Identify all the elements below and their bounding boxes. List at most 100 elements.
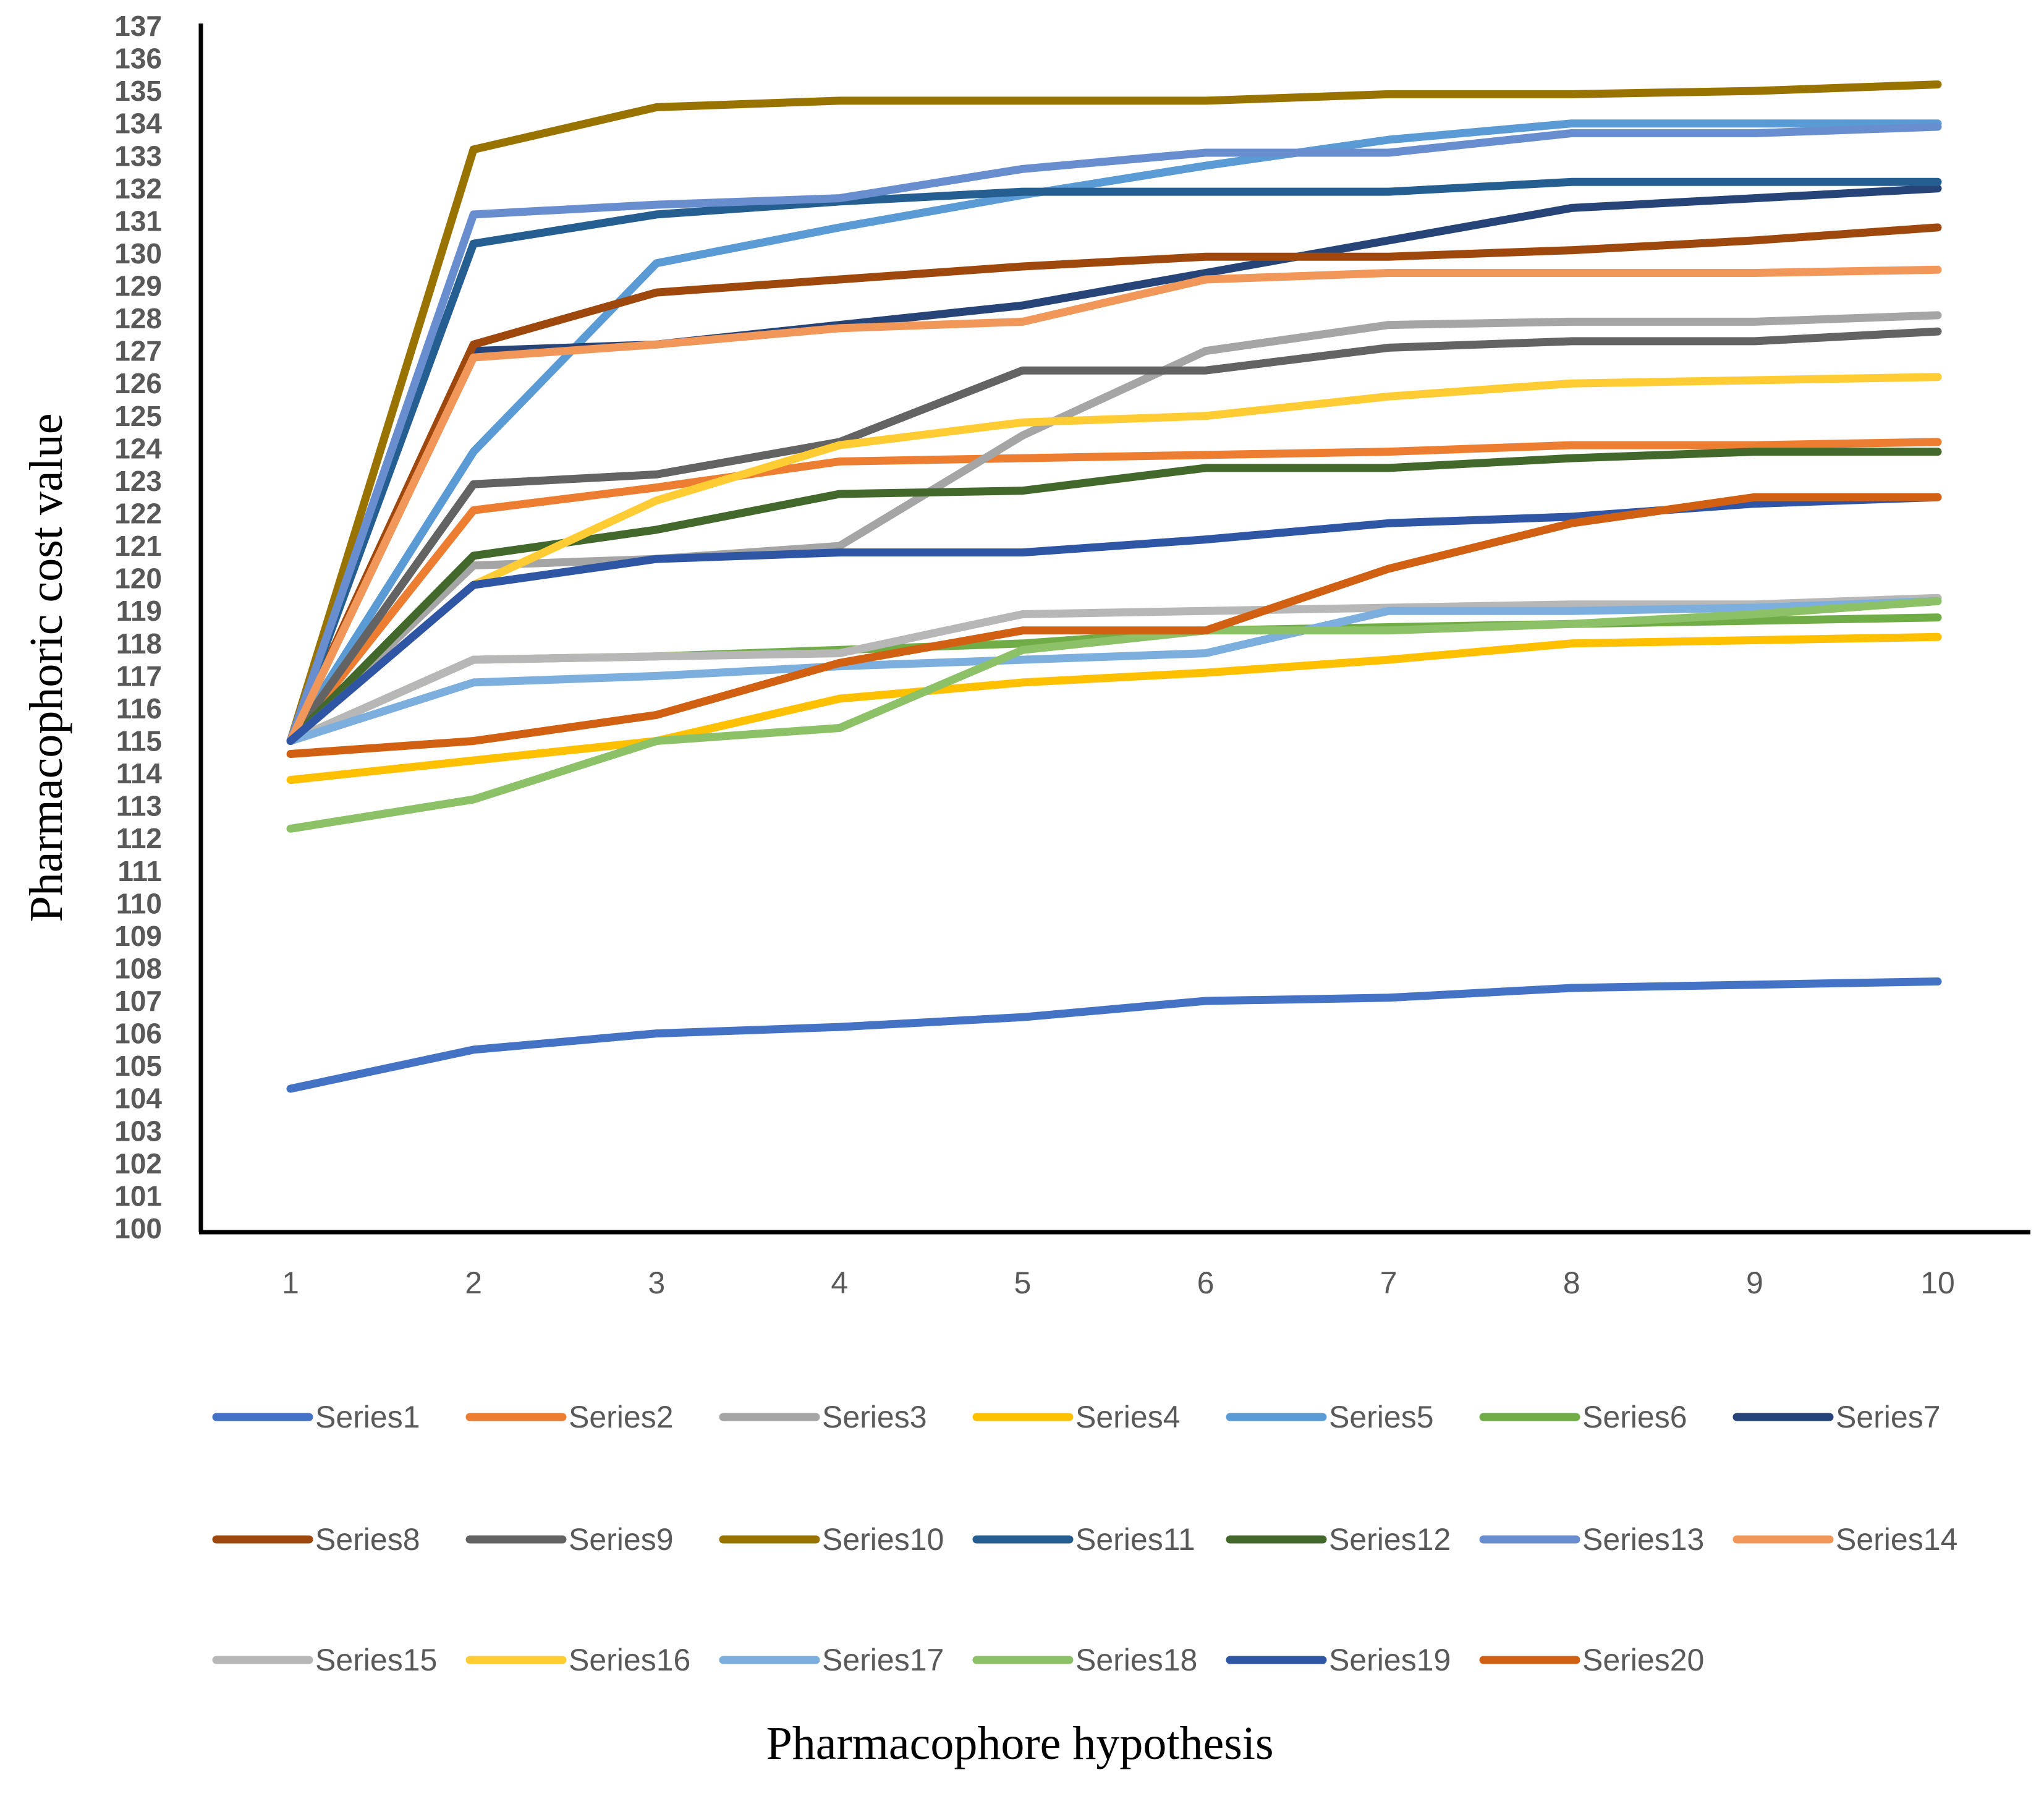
legend-label: Series3	[822, 1400, 927, 1434]
legend-label: Series13	[1582, 1522, 1704, 1557]
legend-item: Series15	[212, 1643, 437, 1677]
legend-label: Series1	[315, 1400, 420, 1434]
y-tick-label: 119	[116, 595, 162, 627]
y-tick-label: 115	[116, 725, 162, 757]
x-tick-label: 6	[1197, 1266, 1215, 1300]
series-line-9	[286, 327, 1942, 745]
y-tick-label: 113	[116, 790, 162, 822]
legend-item: Series12	[1226, 1522, 1451, 1557]
series-line-17	[286, 597, 1942, 745]
legend-item: Series6	[1479, 1400, 1687, 1434]
legend-item: Series16	[465, 1643, 690, 1677]
y-tick-label: 117	[116, 660, 162, 692]
y-tick-label: 123	[114, 465, 162, 497]
legend-label: Series8	[315, 1522, 420, 1557]
legend-label: Series7	[1836, 1400, 1941, 1434]
legend-item: Series18	[972, 1643, 1197, 1677]
series-line-20	[286, 493, 1942, 758]
legend-label: Series12	[1329, 1522, 1451, 1557]
legend-item: Series2	[465, 1400, 674, 1434]
y-tick-label: 100	[114, 1212, 162, 1245]
legend-item: Series13	[1479, 1522, 1704, 1557]
y-tick-label: 137	[114, 10, 162, 42]
series-line-4	[286, 632, 1942, 785]
legend-label: Series14	[1836, 1522, 1957, 1557]
y-tick-label: 106	[114, 1018, 162, 1050]
x-tick-label: 9	[1746, 1266, 1763, 1300]
y-tick-label: 118	[116, 628, 162, 660]
legend-label: Series16	[569, 1643, 690, 1677]
y-tick-label: 130	[114, 237, 162, 270]
x-tick-label: 5	[1014, 1266, 1032, 1300]
series-line-5	[286, 119, 1942, 745]
y-tick-label: 128	[114, 302, 162, 334]
y-axis-title: Pharmacophoric cost value	[20, 413, 72, 922]
x-tick-label: 2	[465, 1266, 482, 1300]
y-tick-labels: 1001011021031041051061071081091101111121…	[114, 10, 162, 1245]
y-tick-label: 103	[114, 1115, 162, 1147]
x-tick-label: 4	[831, 1266, 848, 1300]
plot-lines	[286, 80, 1942, 1093]
legend-label: Series19	[1329, 1643, 1451, 1677]
y-tick-label: 124	[114, 432, 162, 464]
y-tick-label: 135	[114, 75, 162, 107]
y-tick-label: 125	[114, 400, 162, 432]
y-tick-label: 102	[114, 1147, 162, 1180]
legend-label: Series20	[1582, 1643, 1704, 1677]
y-tick-label: 129	[114, 270, 162, 302]
legend-label: Series4	[1075, 1400, 1181, 1434]
series-line-14	[286, 265, 1942, 745]
series-line-12	[286, 448, 1942, 745]
legend: Series1 Series2 Series3 Series4 Series5 Serie…	[212, 1400, 1957, 1677]
y-tick-label: 120	[114, 563, 162, 595]
legend-item: Series5	[1226, 1400, 1434, 1434]
y-tick-label: 122	[114, 498, 162, 530]
x-tick-label: 10	[1920, 1266, 1955, 1300]
series-line-8	[286, 223, 1942, 745]
y-tick-label: 131	[114, 205, 162, 237]
y-tick-label: 101	[114, 1180, 162, 1212]
x-tick-label: 3	[648, 1266, 665, 1300]
legend-item: Series3	[719, 1400, 927, 1434]
series-line-11	[286, 177, 1942, 745]
y-tick-label: 127	[114, 335, 162, 367]
y-tick-label: 110	[116, 887, 162, 919]
legend-label: Series18	[1075, 1643, 1197, 1677]
x-tick-labels: 1 2 3 4 5 6 7 8 9 10	[282, 1266, 1955, 1300]
legend-label: Series5	[1329, 1400, 1434, 1434]
y-tick-label: 133	[114, 140, 162, 172]
legend-label: Series9	[569, 1522, 674, 1557]
legend-item: Series9	[465, 1522, 674, 1557]
legend-label: Series2	[569, 1400, 674, 1434]
legend-label: Series11	[1075, 1522, 1195, 1557]
y-tick-label: 134	[114, 108, 162, 140]
legend-label: Series10	[822, 1522, 944, 1557]
legend-item: Series10	[719, 1522, 944, 1557]
legend-item: Series8	[212, 1522, 420, 1557]
legend-item: Series7	[1732, 1400, 1941, 1434]
legend-item: Series11	[972, 1522, 1195, 1557]
y-tick-label: 114	[116, 757, 163, 789]
legend-label: Series17	[822, 1643, 944, 1677]
series-line-3	[286, 311, 1942, 745]
legend-item: Series17	[719, 1643, 944, 1677]
y-tick-label: 126	[114, 367, 162, 399]
y-tick-label: 116	[116, 692, 162, 725]
series-line-13	[286, 122, 1942, 745]
legend-label: Series15	[315, 1643, 437, 1677]
y-tick-label: 108	[114, 952, 162, 984]
legend-item: Series19	[1226, 1643, 1451, 1677]
series-line-2	[286, 438, 1942, 745]
y-tick-label: 104	[114, 1083, 162, 1115]
legend-item: Series14	[1732, 1522, 1957, 1557]
y-tick-label: 105	[114, 1050, 162, 1082]
legend-item: Series20	[1479, 1643, 1704, 1677]
y-tick-label: 112	[116, 822, 162, 854]
y-tick-label: 132	[114, 172, 162, 205]
x-axis-title: Pharmacophore hypothesis	[766, 1717, 1273, 1769]
x-tick-label: 8	[1563, 1266, 1580, 1300]
series-line-1	[286, 977, 1942, 1093]
y-tick-label: 109	[114, 920, 162, 952]
